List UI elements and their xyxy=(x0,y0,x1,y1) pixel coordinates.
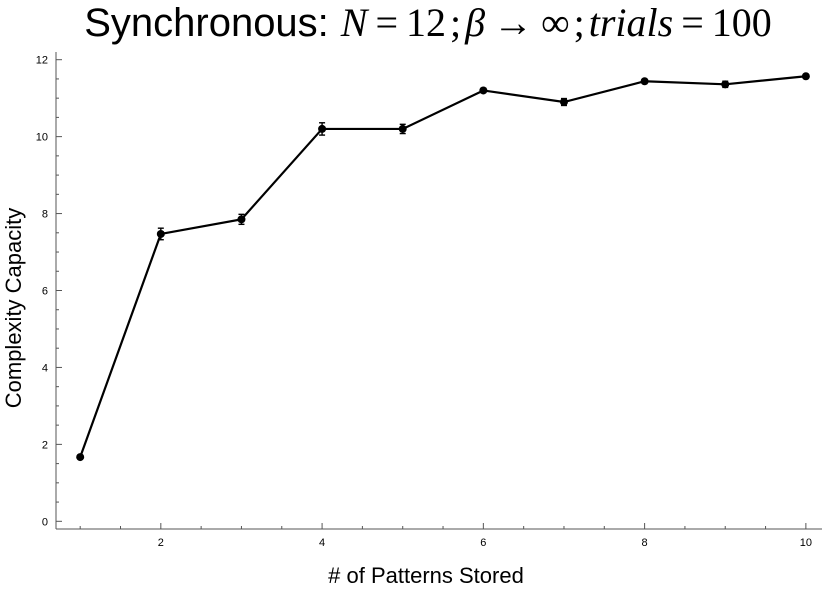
data-point xyxy=(237,215,246,224)
data-point xyxy=(398,124,407,133)
title-beta-symbol: β xyxy=(464,0,485,45)
y-tick-label: 0 xyxy=(42,516,48,528)
data-point xyxy=(801,72,810,81)
y-tick-label: 6 xyxy=(42,286,48,298)
data-point xyxy=(721,80,730,89)
title-infinity: ∞ xyxy=(541,0,570,45)
y-tick-label: 12 xyxy=(36,55,48,67)
data-point xyxy=(318,124,327,133)
x-tick-label: 8 xyxy=(642,537,648,549)
title-trials-word: trials xyxy=(589,0,673,45)
data-point xyxy=(479,86,488,95)
ticks xyxy=(56,59,807,529)
title-equals-2: = xyxy=(681,0,704,45)
y-tick-label: 2 xyxy=(42,439,48,451)
tick-labels: 2 4 6 8 10 0 2 4 6 8 10 12 xyxy=(36,55,812,549)
y-axis-title: Complexity Capacity xyxy=(1,208,26,409)
x-tick-label: 4 xyxy=(319,537,325,549)
title-equals-1: = xyxy=(375,0,398,45)
chart-title: Synchronous: N = 12 ; β → ∞ ; trials = 1… xyxy=(84,0,772,45)
title-separator-1: ; xyxy=(450,0,461,45)
x-tick-label: 2 xyxy=(158,537,164,549)
series xyxy=(76,72,810,462)
title-trials-value: 100 xyxy=(712,0,772,45)
axes xyxy=(55,52,822,530)
title-arrow: → xyxy=(493,0,533,45)
y-tick-label: 4 xyxy=(42,362,48,374)
x-axis-title: # of Patterns Stored xyxy=(328,563,524,588)
data-point xyxy=(640,77,649,86)
data-point xyxy=(559,98,568,107)
y-tick-label: 10 xyxy=(36,132,48,144)
title-prefix: Synchronous: xyxy=(84,1,329,45)
title-n-symbol: N xyxy=(340,0,370,45)
x-tick-label: 10 xyxy=(800,537,812,549)
series-line xyxy=(79,75,806,458)
title-n-value: 12 xyxy=(406,0,446,45)
data-point xyxy=(156,229,165,238)
data-point xyxy=(76,453,85,462)
title-separator-2: ; xyxy=(574,0,585,45)
y-tick-label: 8 xyxy=(42,209,48,221)
x-tick-label: 6 xyxy=(480,537,486,549)
